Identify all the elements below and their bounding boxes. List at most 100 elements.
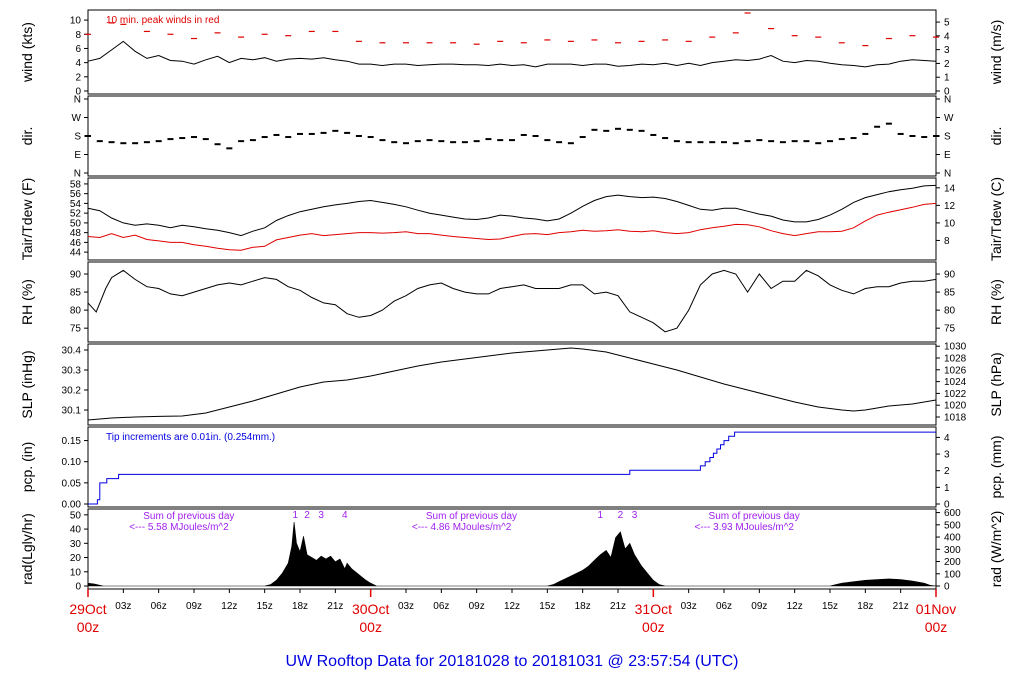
precipitation-annotation: Tip increments are 0.01in. (0.254mm.) [106, 432, 275, 443]
direction-ytick-label: E [74, 150, 81, 161]
time-tick-label: 21z [327, 601, 343, 612]
radiation-peak-label: 2 [304, 510, 310, 521]
time-tick-label: 15z [539, 601, 555, 612]
radiation-y2tick-label: 300 [944, 545, 961, 556]
pressure-slp-line [87, 347, 937, 421]
time-tick-label: 09z [469, 601, 485, 612]
precipitation-y2tick-label: 2 [944, 466, 950, 477]
day-date-label: 30Oct [352, 601, 389, 617]
pressure-panel: 30.1 30.2 30.3 30.4 101810201022102410261028… [19, 342, 1004, 426]
temperature-ylabel: Tair/Tdew (F) [19, 178, 35, 260]
wind-ytick-label: 0 [75, 87, 81, 98]
wind-y2tick-label: 2 [944, 59, 950, 70]
precipitation-y2tick-label: 1 [944, 483, 950, 494]
pressure-y2tick-label: 1022 [944, 389, 967, 400]
temperature-ytick-label: 46 [70, 238, 82, 249]
temperature-dew-line [87, 202, 937, 251]
time-tick-label: 18z [292, 601, 308, 612]
direction-y2tick-label: S [944, 132, 951, 143]
direction-y2tick-label: N [944, 169, 951, 180]
precipitation-y2tick-label: 4 [944, 433, 950, 444]
time-axis: 03z 06z 09z 12z 15z 18z 21z 03z 06z 09z 12z 15z 18z 2… [69, 589, 956, 635]
temperature-ytick-label: 44 [70, 248, 82, 259]
radiation-day-note-line2: <--- 4.86 MJoules/m^2 [412, 522, 512, 533]
pressure-ytick-label: 30.4 [62, 346, 82, 357]
radiation-y2tick-label: 600 [944, 508, 961, 519]
wind-ytick-label: 2 [75, 72, 81, 83]
temperature-air-line [87, 184, 937, 237]
temperature-y2tick-label: 8 [944, 236, 950, 247]
time-tick-label: 09z [751, 601, 767, 612]
wind-frame [87, 9, 937, 95]
radiation-ytick-label: 10 [70, 567, 82, 578]
time-tick-label: 03z [115, 601, 131, 612]
radiation-day-note-line1: Sum of previous day [709, 511, 800, 522]
time-tick-label: 03z [398, 601, 414, 612]
temperature-y2tick-label: 10 [944, 218, 956, 229]
pressure-ytick-label: 30.2 [62, 386, 82, 397]
temperature-frame [87, 177, 937, 261]
pressure-ylabel: SLP (inHg) [19, 350, 35, 418]
pressure-y2tick-label: 1030 [944, 342, 967, 353]
direction-y2tick-label: W [944, 113, 954, 124]
pressure-frame [87, 343, 937, 426]
precipitation-ytick-label: 0.10 [62, 457, 82, 468]
humidity-frame [87, 261, 937, 343]
time-tick-label: 06z [433, 601, 449, 612]
direction-ytick-label: W [72, 113, 82, 124]
radiation-ytick-label: 0 [75, 582, 81, 593]
direction-ylabel: dir. [19, 127, 35, 146]
radiation-peak-label: 1 [293, 510, 299, 521]
pressure-y2tick-label: 1020 [944, 401, 967, 412]
radiation-day-note-line1: Sum of previous day [426, 511, 517, 522]
precipitation-frame [87, 426, 937, 508]
time-tick-label: 09z [186, 601, 202, 612]
precipitation-ylabel-right: pcp. (mm) [988, 436, 1004, 499]
direction-frame [87, 95, 937, 177]
pressure-ytick-label: 30.3 [62, 366, 82, 377]
temperature-ytick-label: 56 [70, 189, 82, 200]
precipitation-ytick-label: 0.00 [62, 500, 82, 511]
radiation-peak-label: 3 [632, 510, 638, 521]
pressure-y2tick-label: 1028 [944, 354, 967, 365]
humidity-y2tick-label: 75 [944, 324, 956, 335]
day-date-label: 29Oct [69, 601, 106, 617]
humidity-y2tick-label: 85 [944, 288, 956, 299]
humidity-y2tick-label: 90 [944, 270, 956, 281]
time-tick-label: 15z [257, 601, 273, 612]
humidity-ytick-label: 90 [70, 270, 82, 281]
day-hour-label: 00z [359, 619, 382, 635]
temperature-y2tick-label: 14 [944, 183, 956, 194]
temperature-ytick-label: 48 [70, 228, 82, 239]
wind-ytick-label: 8 [75, 30, 81, 41]
wind-y2tick-label: 4 [944, 31, 950, 42]
time-tick-label: 12z [504, 601, 520, 612]
humidity-ytick-label: 75 [70, 324, 82, 335]
direction-ylabel-right: dir. [988, 127, 1004, 146]
temperature-ytick-label: 54 [70, 199, 82, 210]
humidity-panel: 75 80 85 90 75 80 85 90 RH (%) RH (%) [19, 261, 1004, 343]
day-hour-label: 00z [77, 619, 100, 635]
wind-mean-line [87, 40, 937, 68]
wind-y2tick-label: 0 [944, 87, 950, 98]
time-tick-label: 15z [822, 601, 838, 612]
radiation-day-note-line2: <--- 3.93 MJoules/m^2 [695, 522, 795, 533]
day-date-label: 01Nov [916, 601, 956, 617]
wind-annotation: 10 min. peak winds in red [106, 15, 219, 26]
direction-y2tick-label: E [944, 150, 951, 161]
time-tick-label: 06z [716, 601, 732, 612]
time-tick-label: 21z [610, 601, 626, 612]
direction-ytick-label: N [74, 169, 81, 180]
wind-ytick-label: 10 [70, 16, 82, 27]
radiation-peak-label: 3 [318, 510, 324, 521]
temperature-ylabel-right: Tair/Tdew (C) [988, 177, 1004, 261]
day-hour-label: 00z [925, 619, 948, 635]
radiation-ytick-label: 30 [70, 539, 82, 550]
humidity-ylabel: RH (%) [19, 279, 35, 325]
footer-title: UW Rooftop Data for 20181028 to 20181031… [286, 653, 739, 670]
humidity-ylabel-right: RH (%) [988, 279, 1004, 325]
precipitation-ytick-label: 0.15 [62, 436, 82, 447]
